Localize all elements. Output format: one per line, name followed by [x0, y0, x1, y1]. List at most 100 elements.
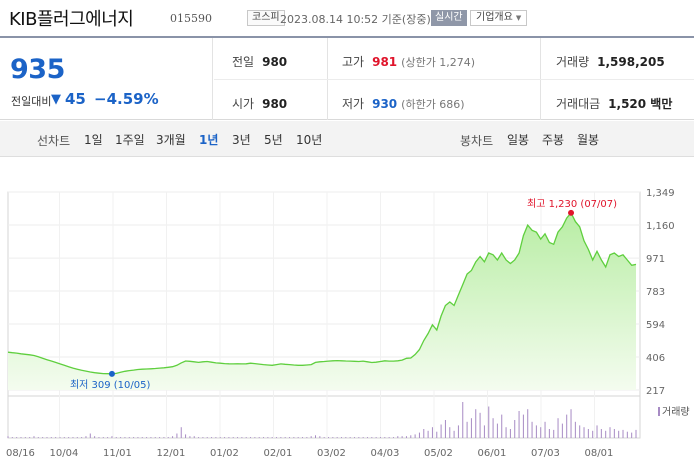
stock-code: 015590	[170, 12, 212, 25]
volume-bar	[133, 437, 135, 438]
volume-bar	[431, 427, 433, 438]
volume-bar	[479, 412, 481, 438]
volume-label: 거래량	[556, 55, 590, 69]
high-label: 고가	[342, 55, 365, 69]
volume-bar	[202, 437, 204, 438]
volume-bar	[509, 429, 511, 438]
volume-bar	[579, 425, 581, 438]
change-amount: 45	[65, 90, 86, 108]
volume-bar	[263, 437, 265, 438]
upper-limit: (상한가 1,274)	[401, 56, 476, 69]
volume-bar	[340, 437, 342, 438]
volume-bar	[68, 437, 70, 438]
period-1d[interactable]: 1일	[84, 133, 103, 147]
volume-bar	[232, 437, 234, 438]
current-price: 935	[10, 54, 65, 85]
volume-bar	[258, 437, 260, 438]
volume-bars: 거래량	[7, 402, 690, 438]
volume-bar	[440, 424, 442, 438]
volume-bar	[397, 436, 399, 438]
x-tick-label: 01/02	[210, 448, 239, 459]
volume-bar	[553, 429, 555, 438]
volume-bar	[570, 409, 572, 438]
volume-bar	[76, 437, 78, 438]
volume-bar	[224, 437, 226, 438]
divider	[214, 79, 694, 80]
period-selector-bar: 선차트 1일 1주일 3개월 1년 3년 5년 10년 봉차트 일봉 주봉 월봉	[0, 121, 694, 157]
realtime-button[interactable]: 실시간	[431, 10, 467, 26]
volume-bar	[349, 437, 351, 438]
period-3y[interactable]: 3년	[232, 133, 251, 147]
volume-bar	[384, 437, 386, 438]
volume-bar	[444, 420, 446, 438]
period-5y[interactable]: 5년	[264, 133, 283, 147]
volume-bar	[548, 429, 550, 438]
candle-weekly[interactable]: 주봉	[542, 133, 565, 147]
x-tick-label: 07/03	[531, 448, 560, 459]
volume-bar	[605, 430, 607, 438]
volume-bar	[492, 418, 494, 438]
volume-bar	[120, 437, 122, 438]
volume-bar	[583, 427, 585, 438]
volume-bar	[206, 437, 208, 438]
price-chart[interactable]: 최고 1,230 (07/07) 최저 309 (10/05) 1,349 1,16…	[0, 178, 694, 474]
volume-bar	[323, 437, 325, 438]
volume-bar	[55, 437, 57, 438]
chart-grid	[7, 191, 641, 439]
volume-bar	[535, 425, 537, 438]
volume-bar	[180, 427, 182, 438]
y-tick-label: 1,349	[646, 188, 675, 199]
volume-bar	[561, 423, 563, 438]
price-area-fill	[8, 212, 636, 390]
y-tick-label: 1,160	[646, 221, 675, 232]
volume-legend-swatch	[658, 407, 660, 416]
volume-bar	[267, 437, 269, 438]
x-axis: 08/16 10/04 11/01 12/01 01/02 02/01 03/02 04/03…	[6, 448, 613, 459]
volume-bar	[128, 437, 130, 438]
volume-bar	[436, 431, 438, 438]
volume-legend-label: 거래량	[662, 406, 690, 418]
volume-bar	[358, 437, 360, 438]
open-stat: 시가 980	[232, 95, 287, 112]
volume-bar	[327, 437, 329, 438]
y-tick-label: 971	[646, 254, 665, 265]
volume-bar	[42, 437, 44, 438]
y-tick-label: 594	[646, 320, 665, 331]
volume-bar	[219, 437, 221, 438]
volume-bar	[198, 437, 200, 438]
volume-bar	[557, 418, 559, 438]
volume-bar	[631, 432, 633, 438]
candle-monthly[interactable]: 월봉	[577, 133, 600, 147]
volume-bar	[11, 437, 13, 438]
volume-bar	[102, 437, 104, 438]
quote-datetime: 2023.08.14 10:52 기준(장중)	[280, 13, 431, 26]
x-tick-label: 04/03	[371, 448, 400, 459]
candle-daily[interactable]: 일봉	[507, 133, 530, 147]
period-1w[interactable]: 1주일	[115, 133, 145, 147]
volume-bar	[336, 437, 338, 438]
y-tick-label: 783	[646, 287, 665, 298]
period-3m[interactable]: 3개월	[156, 133, 186, 147]
volume-bar	[483, 425, 485, 438]
volume-bar	[94, 436, 96, 438]
chevron-down-icon: ▼	[515, 14, 522, 22]
volume-stat: 거래량 1,598,205	[556, 53, 665, 70]
volume-bar	[167, 437, 169, 438]
volume-bar	[59, 437, 61, 438]
volume-bar	[566, 414, 568, 438]
volume-bar	[466, 421, 468, 438]
lower-limit: (하한가 686)	[401, 98, 465, 111]
volume-bar	[496, 423, 498, 438]
high-annotation: 최고 1,230 (07/07)	[527, 198, 617, 210]
period-10y[interactable]: 10년	[296, 133, 323, 147]
volume-bar	[596, 425, 598, 438]
company-info-label: 기업개요	[476, 12, 513, 23]
current-price-box: 935 전일대비 ▼ 45 −4.59%	[0, 38, 213, 120]
volume-bar	[228, 437, 230, 438]
volume-value: 1,598,205	[597, 55, 665, 69]
volume-bar	[518, 411, 520, 438]
company-info-dropdown[interactable]: 기업개요 ▼	[470, 10, 528, 26]
y-axis: 1,349 1,160 971 783 594 406 217	[646, 188, 675, 397]
period-1y[interactable]: 1년	[199, 133, 219, 147]
low-stat: 저가 930 (하한가 686)	[342, 95, 465, 112]
